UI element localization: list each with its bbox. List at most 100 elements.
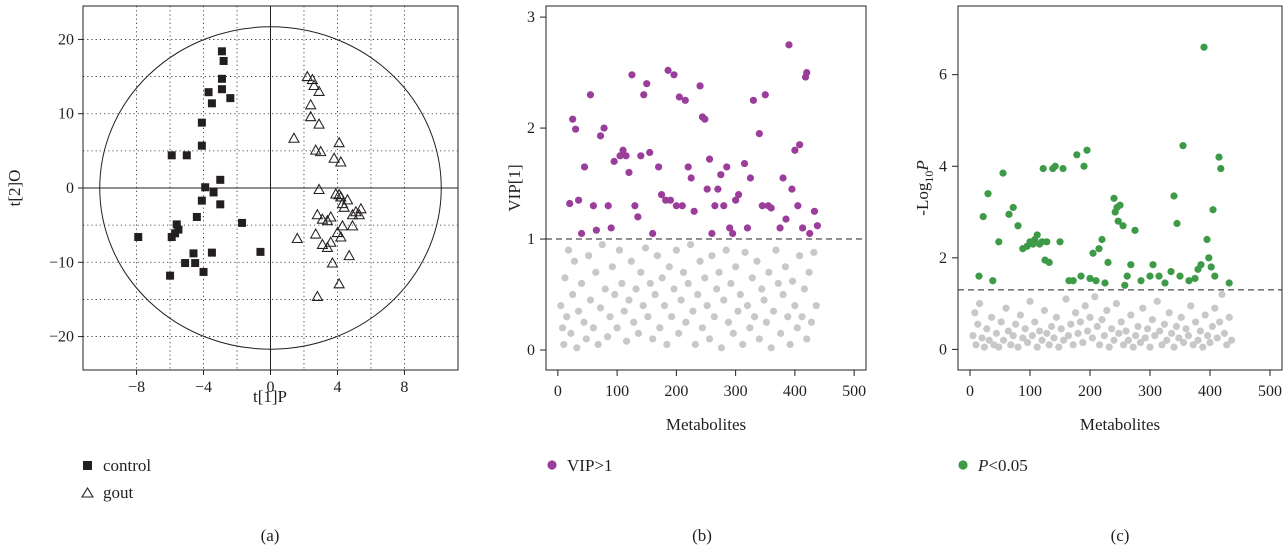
panel-b-sig-point (657, 191, 666, 199)
gout-point (324, 236, 337, 247)
panel-b-sig-point (758, 202, 766, 210)
panel-c-grey-point (1170, 343, 1178, 351)
panel-b-grey-point (582, 335, 590, 343)
panel-c-grey-point (1040, 306, 1048, 315)
gout-point (316, 213, 329, 224)
panel-b-grey-point (739, 340, 747, 349)
panel-b-grey-point (727, 279, 735, 288)
panel-c-grey-point (1129, 343, 1137, 351)
panel-c-grey-point (1165, 309, 1173, 317)
panel-c-grey-point (1108, 325, 1116, 333)
panel-b-grey-point (558, 324, 567, 332)
panel-c-grey-point (1127, 311, 1135, 319)
panel-c-grey-point (1144, 325, 1152, 333)
panel-b-grey-point (646, 279, 654, 288)
panel-b-grey-point (715, 268, 723, 276)
panel-c-sig-point (999, 169, 1007, 177)
control-point (217, 47, 226, 56)
panel-c-sig-point (1200, 43, 1208, 51)
gout-point (326, 256, 339, 268)
panel-c-sig-point (1043, 238, 1051, 246)
panel-c-sig-point (1089, 249, 1097, 257)
panel-b-sig-point (743, 224, 752, 232)
panel-b-sig-point (637, 152, 645, 160)
panel-c-grey-point (1045, 341, 1053, 349)
panel-b-sig-point (794, 202, 802, 210)
panel-c-ticks: 0 100 200 300 400 500 0 2 4 6 (939, 67, 1282, 400)
panel-b-sig-point (813, 222, 822, 230)
panel-b-sig-point (810, 207, 819, 215)
control-point (217, 85, 226, 94)
panel-a-ytick-label: 10 (58, 106, 74, 123)
gout-point (346, 208, 359, 220)
panel-b-grey-point (762, 318, 771, 326)
panel-b-grey-point (625, 296, 633, 304)
gout-point (309, 144, 322, 155)
panel-c-grey-point (1105, 343, 1113, 351)
panel-c-grey-point (1206, 338, 1214, 347)
panel-b-sig-point (600, 124, 608, 132)
panel-c-grey-point (1026, 297, 1034, 305)
gout-point (314, 145, 327, 157)
panel-b-sig-point (670, 71, 678, 79)
panel-b-ticks: 0 100 200 300 400 500 0 1 2 3 (527, 9, 866, 400)
panel-c-legend: P<0.05 (958, 456, 1028, 475)
panel-b-sig-point (634, 213, 642, 221)
legend-vip-marker (547, 460, 557, 470)
panel-c-grey-point (1081, 302, 1089, 310)
panel-b-grey-point (611, 290, 619, 299)
panel-b-grey-point (574, 307, 583, 315)
control-point (192, 212, 201, 221)
panel-b-grey-point (618, 279, 626, 288)
panel-b-xtick-label: 300 (724, 383, 748, 400)
panel-b-sig-point (755, 130, 763, 138)
panel-a-xtick-label: −8 (128, 379, 145, 396)
panel-b-sig-point (776, 224, 784, 232)
panel-b-sig-point (740, 159, 749, 168)
control-point (189, 249, 198, 258)
gout-point (304, 110, 317, 122)
panel-c-sig-point (1119, 222, 1127, 230)
panel-b-plot-frame (545, 5, 867, 371)
panel-b-grey-point (675, 329, 683, 337)
panel-a-xtick-label: 8 (400, 379, 408, 396)
panel-b-sig-point (566, 199, 574, 208)
control-point (167, 151, 176, 160)
control-point (182, 151, 191, 160)
panel-b-grey-point (767, 344, 775, 352)
panel-c-sig-point (1056, 238, 1064, 246)
panel-c-grey-point (1187, 302, 1195, 310)
control-point (197, 141, 206, 150)
panel-c-sig-point (1173, 219, 1181, 228)
panel-b-sig-point (610, 157, 618, 165)
panel-c-sig-point (1209, 206, 1217, 214)
panel-c-grey-point (1057, 325, 1065, 333)
panel-c-grey-point (1158, 341, 1166, 349)
panel-c-sig-point (1217, 164, 1225, 173)
panel-c-sig-point (1185, 277, 1193, 285)
panel-b-grey-point (807, 318, 816, 326)
panel-c-points (969, 43, 1236, 351)
panel-b-grey-point (753, 257, 761, 265)
panel-c-ytick-label: 4 (939, 158, 947, 175)
panel-b-sig-point (675, 93, 683, 101)
panel-b-grey-point (668, 313, 676, 321)
panel-c-grey-point (1079, 338, 1087, 347)
panel-b-grey-point (798, 313, 806, 321)
panel-c-grey-point (1033, 343, 1041, 351)
panel-b-sig-point (798, 224, 807, 232)
control-point (219, 56, 228, 65)
gout-point (291, 232, 304, 244)
panel-b-sig-point (782, 215, 790, 223)
panel-b-grey-point (689, 307, 697, 315)
panel-b-sig-point (779, 174, 787, 182)
panel-b-grey-point (630, 318, 638, 326)
gout-point (338, 201, 351, 212)
panel-a-xlabel: t[1]P (253, 387, 287, 406)
panel-b-grey-point (622, 337, 631, 345)
panel-b-grey-point (805, 268, 813, 276)
control-point (166, 271, 175, 280)
panel-b-sig-point (607, 224, 615, 232)
panel-c-grey-point (1002, 304, 1010, 312)
control-point (204, 88, 213, 97)
